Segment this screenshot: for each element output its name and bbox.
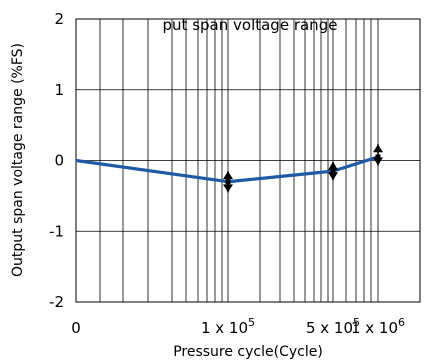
y-tick-label: 2 [54, 10, 64, 28]
error-bar-upper-arrow [223, 171, 233, 180]
error-bar-upper-arrow [328, 161, 338, 170]
data-point-marker [330, 168, 336, 174]
y-tick-label: -2 [49, 293, 64, 311]
error-bar-upper-arrow [373, 144, 383, 153]
series-line [75, 155, 379, 184]
y-tick-label: 1 [54, 81, 64, 99]
error-bar [328, 161, 338, 181]
y-tick-label: 0 [54, 152, 64, 170]
data-point-marker [225, 179, 231, 185]
data-point-marker [375, 154, 381, 160]
x-axis-title: Pressure cycle(Cycle) [173, 344, 323, 360]
error-bar-lower-arrow [328, 172, 338, 181]
y-axis-title: Output span voltage range (%FS) [10, 43, 26, 277]
x-tick-label: 0 [71, 319, 81, 337]
y-tick-labels: 2 1 0 -1 -2 [49, 10, 64, 311]
error-bar [373, 144, 383, 166]
x-tick-label: 1 x 106 [351, 316, 405, 337]
y-tick-label: -1 [49, 222, 64, 240]
x-tick-label: 5 x 105 [306, 316, 360, 337]
error-bars [223, 144, 383, 193]
series [75, 155, 379, 184]
error-bar-lower-arrow [223, 184, 233, 193]
x-tick-label: 1 x 105 [201, 316, 255, 337]
error-bar [223, 171, 233, 193]
